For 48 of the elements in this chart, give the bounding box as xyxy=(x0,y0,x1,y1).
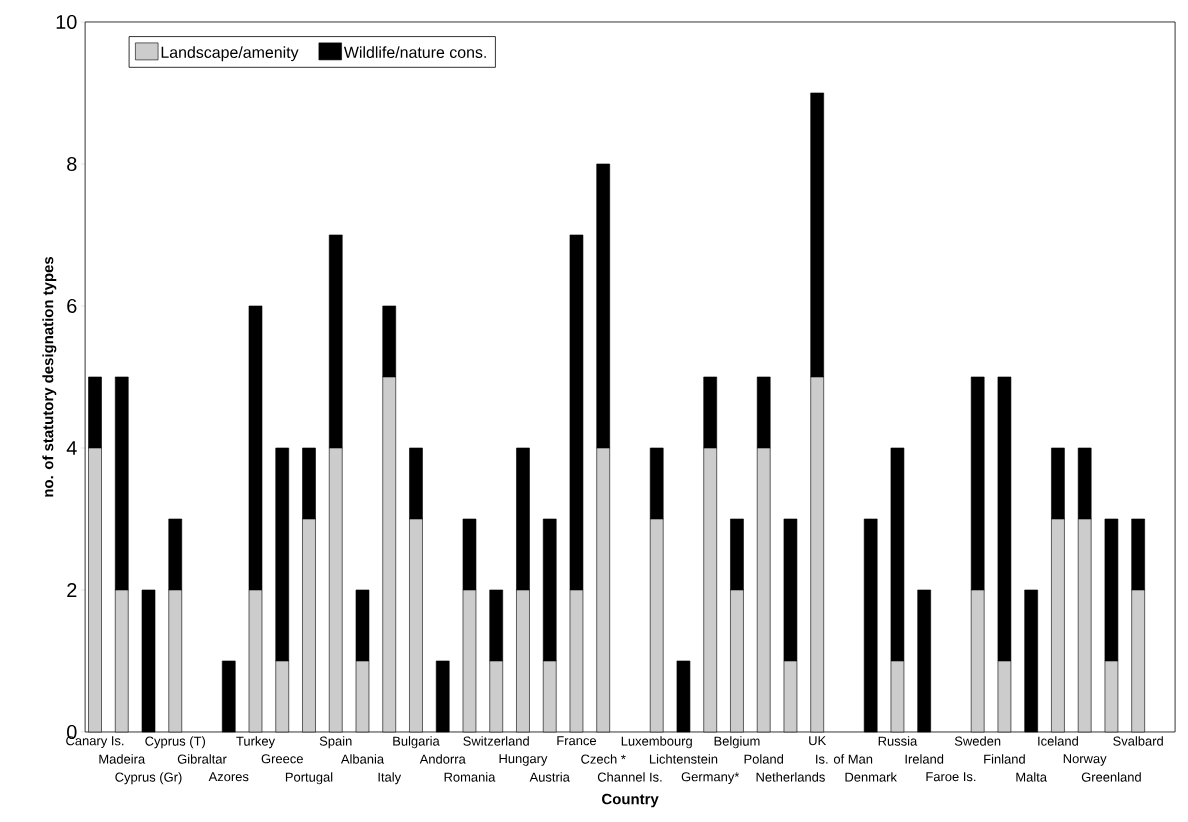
x-tick-label: Madeira xyxy=(99,754,146,764)
x-tick-label: Spain xyxy=(319,736,352,749)
x-tick-label: Channel Is. xyxy=(597,772,662,782)
x-tick-label: Greenland xyxy=(1081,772,1141,782)
y-axis-title: no. of statutory designation types xyxy=(42,256,57,497)
x-tick-label: Hungary xyxy=(499,754,548,766)
x-tick-label: Is. of Man xyxy=(816,754,873,764)
x-tick-label: Cyprus (T) xyxy=(145,736,206,749)
x-tick-label: Faroe Is. xyxy=(926,772,976,782)
x-tick-label: Russia xyxy=(878,736,918,746)
x-tick-label: Bulgaria xyxy=(393,736,440,749)
x-tick-label: Andorra xyxy=(419,754,466,764)
x-tick-label: Austria xyxy=(529,772,570,782)
x-tick-label: UK xyxy=(809,736,827,746)
x-tick-label: Ireland xyxy=(905,754,944,764)
x-axis-title: Country xyxy=(602,793,659,808)
x-tick-label: Netherlands xyxy=(756,772,825,782)
x-tick-label: Albania xyxy=(340,754,385,764)
x-tick-label: Azores xyxy=(208,772,249,782)
x-tick-label: Poland xyxy=(744,754,784,764)
x-tick-label: France xyxy=(557,736,597,746)
x-tick-label: Romania xyxy=(444,772,496,782)
x-tick-label: Greece xyxy=(261,754,303,764)
legend-label: Landscape/amenity xyxy=(161,46,299,62)
x-tick-label: Malta xyxy=(1016,772,1048,782)
x-tick-label: Belgium xyxy=(714,736,760,749)
x-tick-label: Svalbard xyxy=(1113,736,1163,746)
x-tick-label: Sweden xyxy=(954,736,1001,746)
x-tick-label: Denmark xyxy=(845,772,897,782)
x-tick-label: Lichtenstein xyxy=(649,754,718,764)
x-tick-label: Iceland xyxy=(1038,736,1078,746)
x-tick-label: Germany* xyxy=(681,772,740,784)
x-tick-label: Czech * xyxy=(581,754,626,764)
x-tick-label: Italy xyxy=(378,772,402,785)
x-tick-label: Cyprus (Gr) xyxy=(115,772,182,785)
y-tick-label: 10 xyxy=(56,14,77,30)
x-tick-label: Turkey xyxy=(236,736,276,749)
x-tick-label: Luxembourg xyxy=(621,736,692,749)
x-tick-label: Finland xyxy=(984,754,1025,764)
legend-label: Wildlife/nature cons. xyxy=(343,46,486,58)
x-tick-label: Switzerland xyxy=(463,736,529,746)
y-tick-label: 2 xyxy=(67,583,77,597)
x-tick-label: Gibraltar xyxy=(177,754,227,764)
x-tick-label: Norway xyxy=(1063,754,1107,766)
y-tick-label: 6 xyxy=(67,298,77,314)
y-tick-label: 4 xyxy=(66,441,77,455)
y-tick-label: 8 xyxy=(67,156,77,172)
x-tick-label: Portugal xyxy=(285,772,333,785)
